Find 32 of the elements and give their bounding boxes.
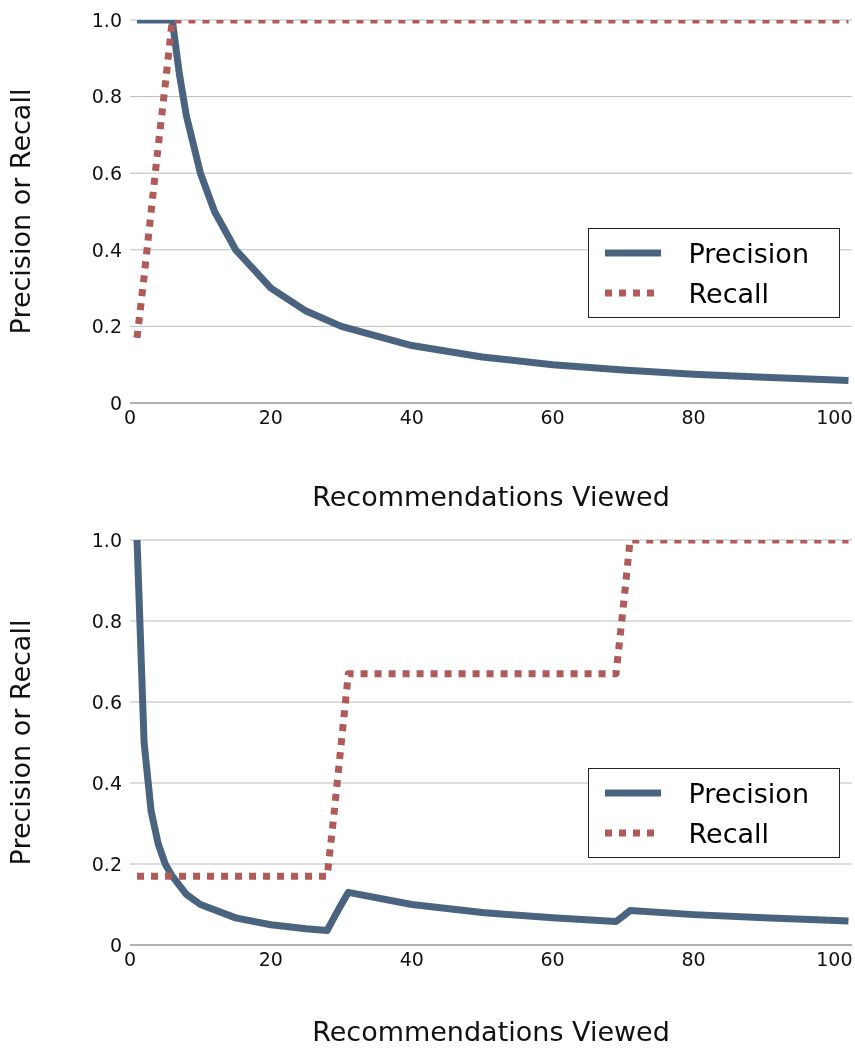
x-axis-title: Recommendations Viewed — [312, 481, 670, 512]
x-tick-label: 0 — [123, 406, 137, 429]
y-axis-title: Precision or Recall — [4, 88, 36, 335]
y-axis-title: Precision or Recall — [4, 619, 36, 866]
y-tick-label: 0 — [109, 391, 122, 414]
legend-label: Precision — [688, 237, 809, 269]
y-tick-label: 1.0 — [91, 8, 122, 31]
x-tick-label: 20 — [258, 948, 283, 971]
y-tick-label: 0.4 — [91, 771, 122, 794]
y-tick-label: 0.6 — [91, 690, 122, 713]
x-tick-label: 60 — [540, 948, 565, 971]
y-tick-label: 0.6 — [91, 161, 122, 184]
y-tick-label: 0.2 — [91, 315, 122, 338]
x-tick-label: 20 — [258, 406, 283, 429]
legend-label: Recall — [688, 817, 770, 849]
y-tick-label: 0.8 — [91, 85, 122, 108]
x-tick-label: 40 — [399, 948, 424, 971]
x-tick-label: 60 — [540, 406, 565, 429]
y-tick-label: 0 — [109, 933, 122, 956]
x-tick-label: 80 — [681, 948, 706, 971]
x-axis-title: Recommendations Viewed — [312, 1016, 670, 1047]
y-tick-label: 0.2 — [91, 852, 122, 875]
x-tick-label: 80 — [681, 406, 706, 429]
y-tick-label: 0.8 — [91, 609, 122, 632]
x-tick-label: 0 — [123, 948, 137, 971]
legend-label: Recall — [688, 277, 770, 309]
x-tick-label: 40 — [399, 406, 424, 429]
y-tick-label: 1.0 — [91, 528, 122, 551]
x-tick-label: 100 — [816, 948, 853, 971]
x-tick-label: 100 — [816, 406, 853, 429]
legend-label: Precision — [688, 777, 809, 809]
y-tick-label: 0.4 — [91, 238, 122, 261]
